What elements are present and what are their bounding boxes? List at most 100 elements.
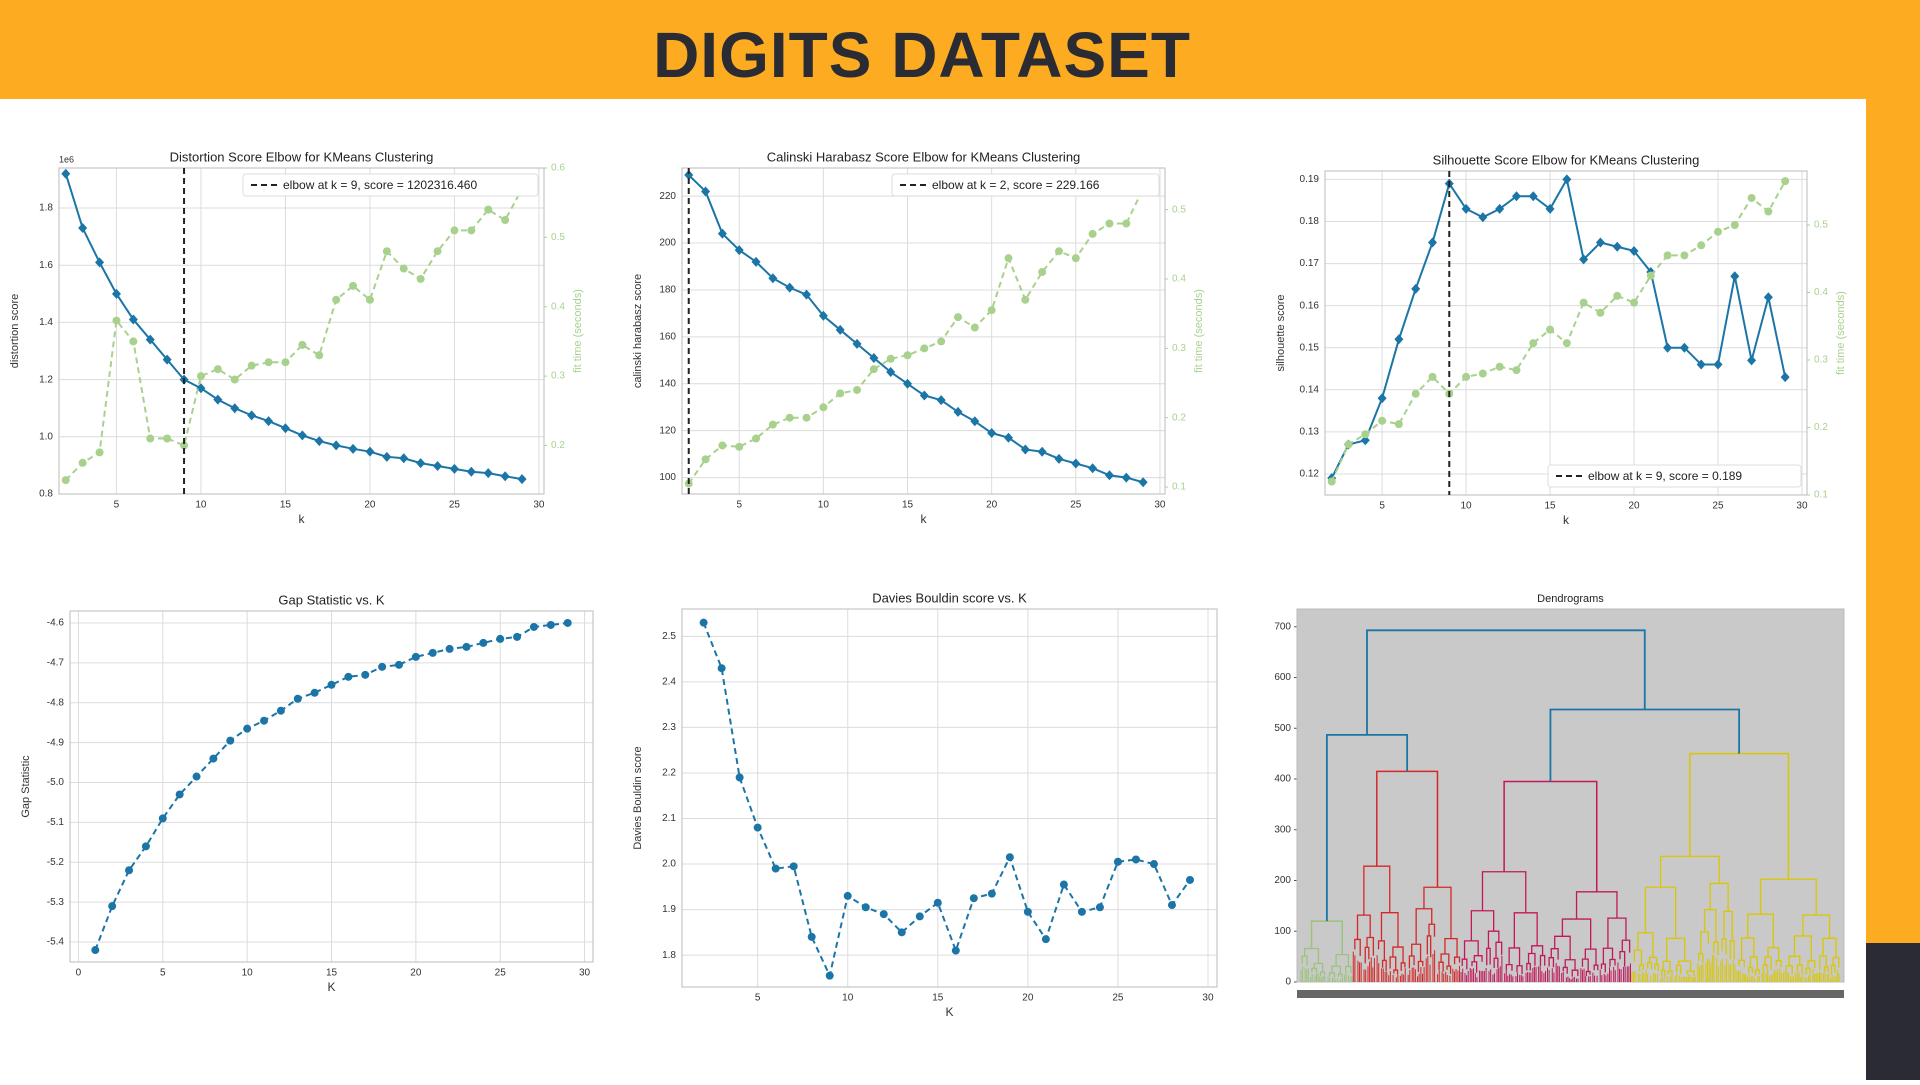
point [879, 910, 888, 919]
point [1781, 177, 1790, 186]
y2-tick-label: 0.2 [1814, 422, 1828, 433]
point [701, 186, 711, 197]
y-tick-label: 0.8 [39, 489, 53, 500]
plot-border [681, 167, 1166, 495]
point [852, 338, 862, 349]
point [162, 354, 172, 365]
point [735, 442, 744, 451]
x-tick-label: 25 [1112, 993, 1124, 1004]
legend-label: elbow at k = 9, score = 0.189 [1588, 469, 1742, 483]
subtree-link [1822, 937, 1837, 958]
x-tick-label: 25 [1070, 500, 1082, 511]
point [937, 337, 946, 346]
link [1366, 629, 1646, 735]
point [718, 441, 727, 450]
series-line [64, 173, 523, 481]
chart: Davies Bouldin score vs. K 5 10 15 20 25 30 1.8… [632, 590, 1218, 1019]
point [835, 324, 845, 335]
point [61, 476, 70, 485]
point [1764, 207, 1773, 216]
series-line [1330, 176, 1787, 479]
y-tick-label: 160 [659, 332, 676, 343]
y2-tick-label: 0.2 [1172, 412, 1186, 423]
y-tick-label: -5.4 [47, 937, 65, 948]
point [751, 256, 761, 267]
point [1360, 435, 1370, 446]
x-axis-label: K [945, 1005, 953, 1019]
point [1461, 203, 1471, 214]
point [247, 410, 257, 421]
subtree-link [1516, 965, 1523, 975]
point [462, 642, 471, 651]
point [1411, 283, 1421, 294]
point [280, 423, 290, 434]
subtree-link [1747, 913, 1774, 948]
point [1377, 393, 1387, 404]
point [125, 866, 134, 875]
point [684, 170, 694, 181]
point [970, 416, 980, 427]
point [1378, 416, 1387, 425]
point [529, 622, 538, 631]
point [936, 395, 946, 406]
point [111, 288, 121, 299]
point [293, 694, 302, 703]
legend-box [891, 173, 1160, 197]
point [226, 736, 235, 745]
point [1546, 325, 1555, 334]
series-line [1330, 180, 1787, 482]
point [1394, 334, 1404, 345]
point [1149, 860, 1158, 869]
y-tick-label: -4.6 [47, 618, 65, 629]
point [1613, 291, 1622, 300]
point [789, 862, 798, 871]
subtree-link [1648, 956, 1658, 965]
point [753, 823, 762, 832]
point [479, 638, 488, 647]
subtree-link [1675, 964, 1682, 975]
subtree-link [1319, 971, 1326, 976]
point [1747, 355, 1757, 366]
x-axis-label: K [327, 980, 335, 994]
y-tick-label: 0.18 [1300, 216, 1320, 227]
point [1679, 342, 1689, 353]
chart-title: Gap Statistic vs. K [278, 592, 385, 607]
point [734, 245, 744, 256]
point [1663, 251, 1672, 260]
subtree-link [1473, 955, 1483, 962]
x-tick-label: 15 [1544, 501, 1556, 512]
point [428, 648, 437, 657]
subtree-link [1738, 959, 1745, 968]
header-bar [0, 0, 1920, 99]
y-tick-label: 2.5 [662, 631, 676, 642]
point [78, 223, 88, 234]
y-tick-label: -4.9 [47, 737, 65, 748]
point [869, 365, 878, 374]
x-tick-label: 30 [1796, 501, 1808, 512]
point [785, 413, 794, 422]
y-tick-label: 220 [659, 191, 676, 202]
point [145, 334, 155, 345]
point [1713, 359, 1723, 370]
point [1327, 477, 1336, 486]
point [382, 247, 391, 256]
cluster-link [1689, 752, 1790, 880]
point [1104, 470, 1114, 481]
subtree-link [1759, 878, 1817, 916]
y-tick-label: 1.8 [662, 950, 676, 961]
y-tick-label: 1.2 [39, 374, 53, 385]
point [1428, 372, 1437, 381]
point [886, 367, 896, 378]
point [501, 216, 510, 225]
plot-area [682, 609, 1217, 987]
point [230, 375, 239, 384]
x-tick-label: 15 [326, 968, 338, 979]
chart-title: Calinski Harabasz Score Elbow for KMeans… [767, 149, 1081, 164]
y-tick-label: 0.12 [1300, 469, 1320, 480]
point [825, 971, 834, 980]
y-tick-label: 180 [659, 285, 676, 296]
plot-border [681, 608, 1218, 988]
point [1579, 254, 1589, 265]
x-tick-label: 5 [1379, 501, 1385, 512]
